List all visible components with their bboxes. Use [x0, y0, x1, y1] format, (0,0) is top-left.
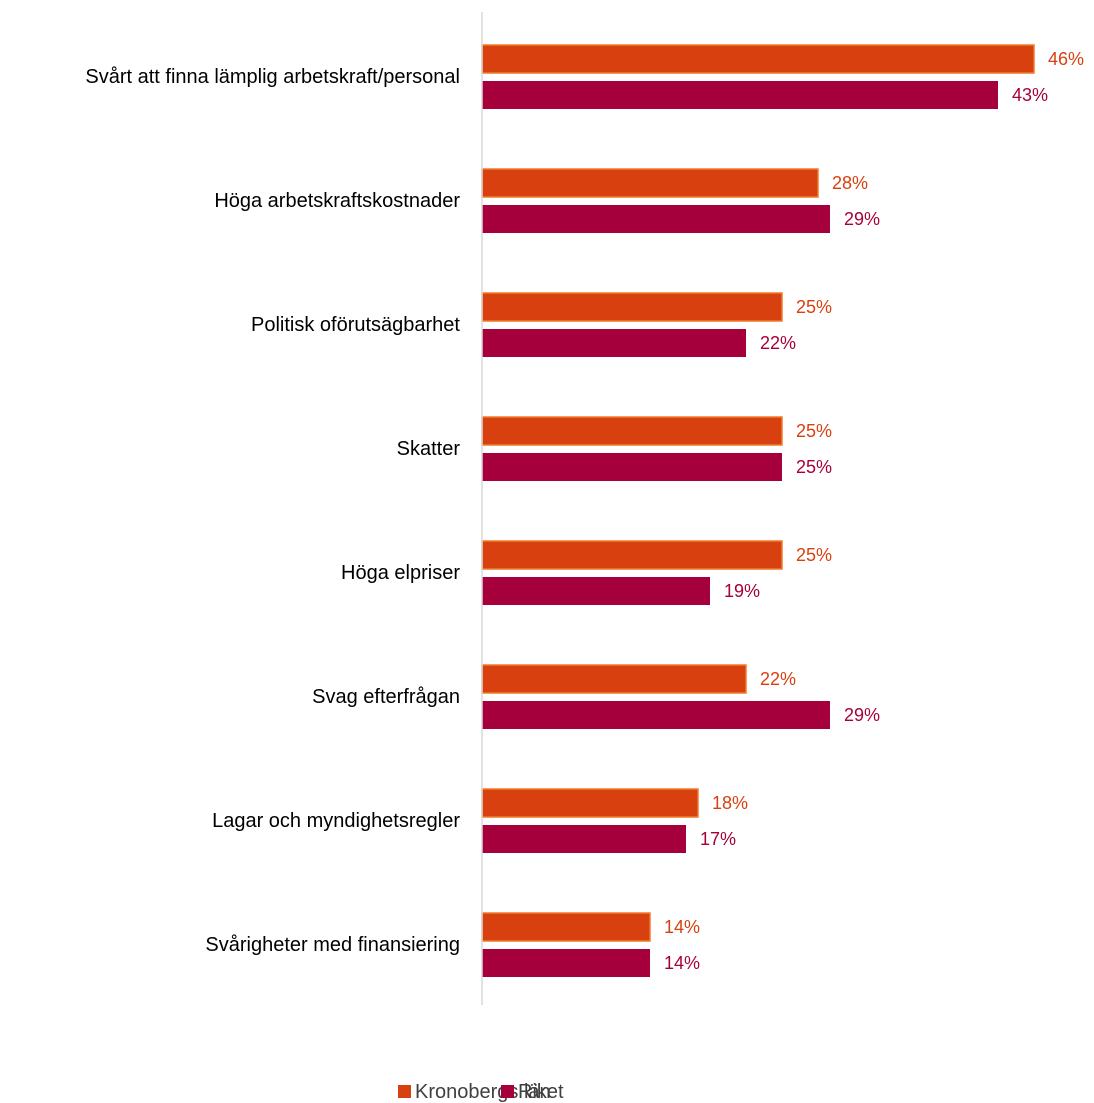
bar-kronoberg [481, 168, 819, 198]
category-label: Höga arbetskraftskostnader [214, 190, 460, 212]
data-label: 14% [664, 953, 700, 973]
bar-riket [482, 81, 998, 109]
bar-kronoberg [481, 664, 747, 694]
data-label: 43% [1012, 85, 1048, 105]
bar-kronoberg [481, 44, 1035, 74]
bar-kronoberg [481, 540, 783, 570]
category-label: Skatter [397, 438, 461, 460]
category-label: Lagar och myndighetsregler [212, 810, 460, 832]
bar-kronoberg [481, 788, 699, 818]
bar-riket [482, 949, 650, 977]
data-label: 22% [760, 333, 796, 353]
bar-kronoberg [481, 912, 651, 942]
category-label: Svag efterfrågan [312, 686, 460, 708]
data-label: 25% [796, 297, 832, 317]
category-label: Politisk oförutsägbarhet [251, 314, 460, 336]
data-label: 29% [844, 705, 880, 725]
legend-swatch [501, 1085, 514, 1098]
bar-kronoberg [481, 416, 783, 446]
bar-kronoberg [481, 292, 783, 322]
category-label: Höga elpriser [341, 562, 460, 584]
legend-label: Riket [518, 1081, 564, 1103]
data-label: 22% [760, 669, 796, 689]
data-label: 19% [724, 581, 760, 601]
legend-label: Kronobergs län [415, 1081, 551, 1103]
bar-riket [482, 701, 830, 729]
legend-swatch [398, 1085, 411, 1098]
bar-riket [482, 453, 782, 481]
category-label: Svårt att finna lämplig arbetskraft/pers… [85, 66, 460, 88]
bar-riket [482, 825, 686, 853]
data-label: 14% [664, 917, 700, 937]
bar-riket [482, 577, 710, 605]
data-label: 25% [796, 545, 832, 565]
bar-riket [482, 205, 830, 233]
bar-riket [482, 329, 746, 357]
plot-area: Svårt att finna lämplig arbetskraft/pers… [85, 44, 1084, 977]
data-label: 25% [796, 421, 832, 441]
data-label: 46% [1048, 49, 1084, 69]
data-label: 25% [796, 457, 832, 477]
data-label: 17% [700, 829, 736, 849]
data-label: 28% [832, 173, 868, 193]
data-label: 29% [844, 209, 880, 229]
category-label: Svårigheter med finansiering [205, 934, 460, 956]
data-label: 18% [712, 793, 748, 813]
